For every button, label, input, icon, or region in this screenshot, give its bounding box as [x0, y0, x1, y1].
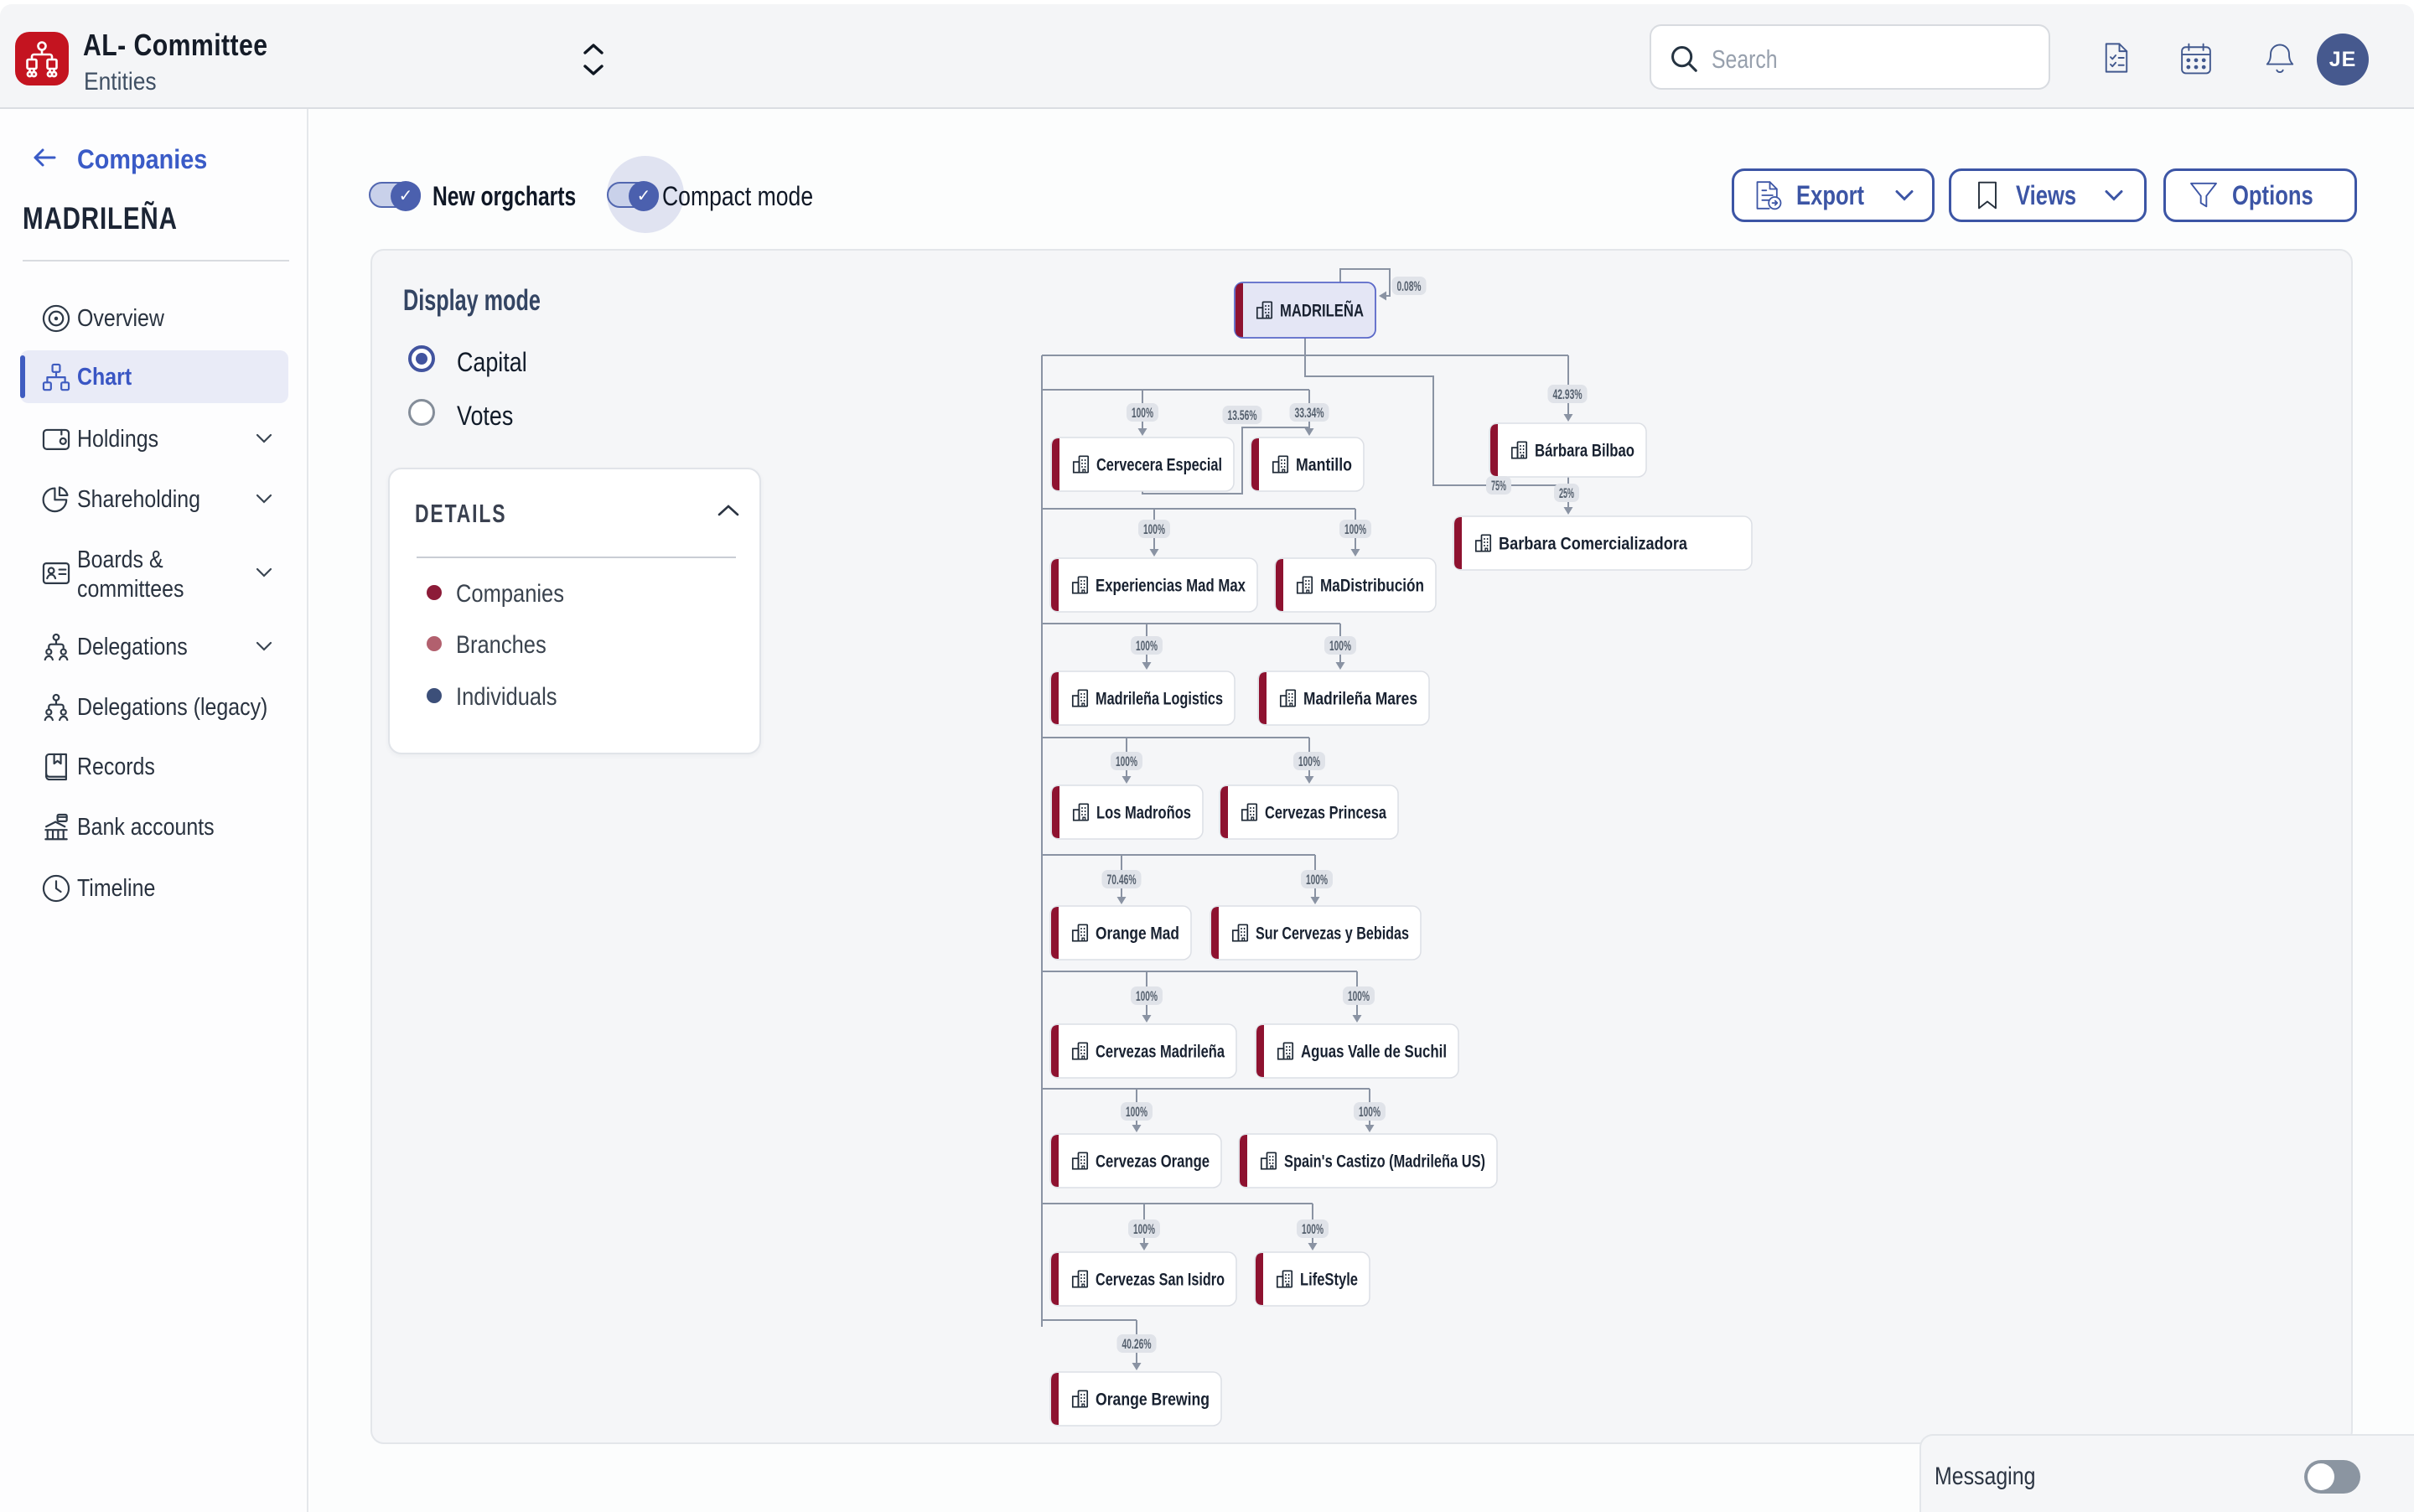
svg-text:70.46%: 70.46%: [1107, 873, 1137, 888]
svg-text:Sur Cervezas y Bebidas: Sur Cervezas y Bebidas: [1256, 924, 1409, 944]
svg-text:25%: 25%: [1559, 486, 1574, 501]
svg-text:Aguas Valle de Suchil: Aguas Valle de Suchil: [1301, 1043, 1447, 1062]
svg-text:MaDistribución: MaDistribución: [1320, 577, 1424, 596]
svg-text:100%: 100%: [1133, 1222, 1155, 1237]
svg-text:13.56%: 13.56%: [1228, 408, 1257, 423]
svg-text:LifeStyle: LifeStyle: [1300, 1271, 1358, 1290]
svg-text:Cervezas Princesa: Cervezas Princesa: [1265, 804, 1386, 823]
svg-text:Madrileña Logistics: Madrileña Logistics: [1096, 690, 1223, 709]
svg-text:MADRILEÑA: MADRILEÑA: [1280, 302, 1364, 321]
svg-text:100%: 100%: [1136, 989, 1158, 1004]
svg-text:100%: 100%: [1359, 1105, 1381, 1120]
svg-text:0.08%: 0.08%: [1397, 279, 1422, 294]
svg-text:100%: 100%: [1348, 989, 1370, 1004]
svg-text:100%: 100%: [1306, 873, 1328, 888]
svg-text:42.93%: 42.93%: [1553, 387, 1583, 402]
svg-text:33.34%: 33.34%: [1295, 406, 1324, 421]
svg-text:Spain's Castizo (Madrileña US): Spain's Castizo (Madrileña US): [1284, 1152, 1485, 1172]
svg-text:40.26%: 40.26%: [1122, 1337, 1152, 1352]
svg-text:100%: 100%: [1126, 1105, 1147, 1120]
svg-text:100%: 100%: [1298, 754, 1320, 769]
svg-text:Cervezas Orange: Cervezas Orange: [1096, 1152, 1210, 1172]
svg-text:100%: 100%: [1132, 406, 1153, 421]
svg-text:Cervezas Madrileña: Cervezas Madrileña: [1096, 1043, 1225, 1062]
svg-text:Bárbara Bilbao: Bárbara Bilbao: [1535, 442, 1634, 461]
svg-text:Experiencias Mad Max: Experiencias Mad Max: [1096, 577, 1246, 596]
svg-text:100%: 100%: [1302, 1222, 1324, 1237]
svg-text:Orange Brewing: Orange Brewing: [1096, 1390, 1210, 1410]
svg-text:75%: 75%: [1491, 479, 1506, 494]
svg-text:Orange Mad: Orange Mad: [1096, 924, 1179, 944]
svg-text:Barbara Comercializadora: Barbara Comercializadora: [1499, 535, 1687, 554]
svg-text:Cervezas San Isidro: Cervezas San Isidro: [1096, 1271, 1225, 1290]
svg-text:Los Madroños: Los Madroños: [1096, 804, 1191, 823]
svg-text:Cervecera Especial: Cervecera Especial: [1096, 456, 1222, 475]
svg-text:100%: 100%: [1116, 754, 1137, 769]
svg-text:100%: 100%: [1344, 522, 1366, 537]
svg-text:100%: 100%: [1329, 639, 1351, 654]
svg-text:100%: 100%: [1136, 639, 1158, 654]
svg-text:Madrileña Mares: Madrileña Mares: [1303, 690, 1417, 709]
svg-text:100%: 100%: [1143, 522, 1165, 537]
svg-text:Mantillo: Mantillo: [1296, 456, 1352, 475]
